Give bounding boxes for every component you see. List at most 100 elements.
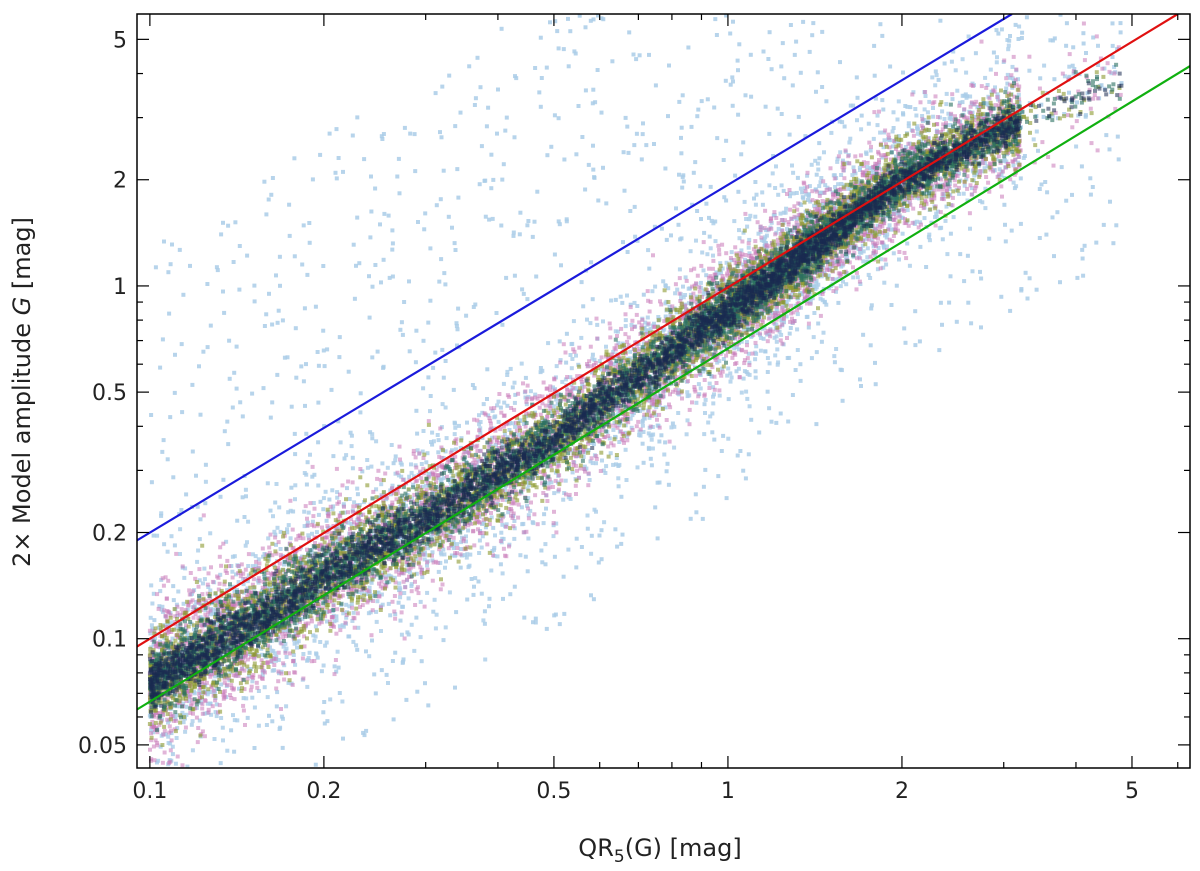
scatter-point (656, 315, 661, 319)
scatter-point (441, 638, 446, 643)
scatter-point (745, 325, 750, 330)
scatter-point (905, 104, 910, 109)
scatter-point (968, 94, 973, 99)
scatter-point (709, 218, 714, 223)
scatter-point (631, 52, 636, 57)
scatter-point (914, 219, 919, 224)
scatter-point (480, 410, 485, 415)
scatter-point (302, 509, 307, 514)
scatter-point (811, 335, 816, 340)
scatter-point (554, 364, 559, 369)
scatter-point (414, 328, 419, 333)
scatter-point (625, 339, 630, 344)
scatter-point (512, 380, 517, 385)
scatter-point (810, 33, 815, 38)
scatter-point (636, 394, 641, 399)
scatter-point (673, 291, 678, 296)
scatter-point (880, 155, 885, 160)
scatter-point (915, 131, 920, 136)
scatter-point (351, 242, 356, 247)
scatter-point (449, 483, 454, 488)
scatter-point (972, 173, 977, 178)
scatter-point (432, 597, 437, 602)
scatter-point (291, 509, 296, 514)
scatter-point (374, 487, 379, 492)
scatter-point (1115, 134, 1120, 139)
scatter-point (280, 716, 285, 721)
scatter-point (383, 576, 388, 581)
scatter-point (744, 389, 749, 394)
scatter-point (265, 695, 270, 700)
scatter-point (753, 375, 758, 380)
scatter-point (1062, 74, 1067, 79)
scatter-point (293, 662, 298, 667)
scatter-point (311, 633, 316, 638)
scatter-point (482, 621, 487, 626)
scatter-point (820, 202, 825, 207)
scatter-point (196, 548, 201, 553)
scatter-point (833, 277, 838, 282)
scatter-point (629, 425, 634, 430)
scatter-point (456, 306, 461, 311)
scatter-point (356, 590, 361, 595)
scatter-point (544, 65, 549, 70)
scatter-point (231, 713, 235, 718)
scatter-point (791, 228, 796, 233)
scatter-point (980, 200, 985, 205)
scatter-point (672, 445, 677, 450)
scatter-point (209, 712, 214, 717)
scatter-point (731, 79, 735, 84)
scatter-point (901, 111, 905, 116)
scatter-point (591, 442, 596, 447)
scatter-point (579, 545, 584, 549)
scatter-point (1019, 36, 1024, 40)
scatter-point (224, 616, 229, 621)
scatter-point (173, 761, 178, 766)
scatter-point (566, 64, 571, 69)
scatter-point (425, 567, 430, 572)
scatter-point (910, 92, 915, 97)
scatter-point (531, 521, 536, 526)
scatter-point (922, 216, 927, 221)
scatter-point (379, 482, 384, 487)
scatter-point (278, 547, 283, 551)
scatter-point (530, 234, 535, 239)
scatter-point (310, 177, 315, 182)
scatter-point (637, 53, 642, 58)
scatter-point (367, 274, 371, 279)
scatter-point (770, 171, 775, 176)
scatter-point (419, 476, 424, 481)
scatter-point (190, 449, 195, 454)
scatter-point (293, 483, 298, 488)
scatter-point (310, 531, 314, 536)
scatter-point (579, 280, 584, 285)
scatter-point (152, 618, 157, 623)
scatter-point (443, 565, 447, 570)
scatter-point (396, 600, 401, 605)
scatter-point (511, 513, 516, 518)
scatter-point (978, 169, 983, 174)
scatter-point (927, 232, 932, 237)
scatter-point (772, 213, 777, 218)
scatter-point (233, 220, 238, 225)
scatter-point (949, 59, 954, 64)
scatter-point (184, 492, 189, 497)
scatter-point (286, 523, 291, 528)
scatter-point (176, 589, 181, 594)
scatter-point (945, 252, 950, 257)
scatter-point (1070, 192, 1074, 197)
scatter-point (787, 132, 792, 137)
scatter-point (590, 461, 595, 466)
scatter-point (721, 357, 726, 361)
scatter-point (406, 632, 411, 637)
scatter-point (245, 715, 250, 720)
scatter-point (428, 246, 433, 251)
scatter-point (574, 565, 579, 570)
scatter-point (1040, 140, 1045, 145)
scatter-point (198, 615, 203, 620)
scatter-point (674, 310, 679, 315)
scatter-point (341, 502, 346, 507)
scatter-point (344, 602, 349, 607)
scatter-point (431, 489, 436, 494)
scatter-point (401, 657, 406, 662)
